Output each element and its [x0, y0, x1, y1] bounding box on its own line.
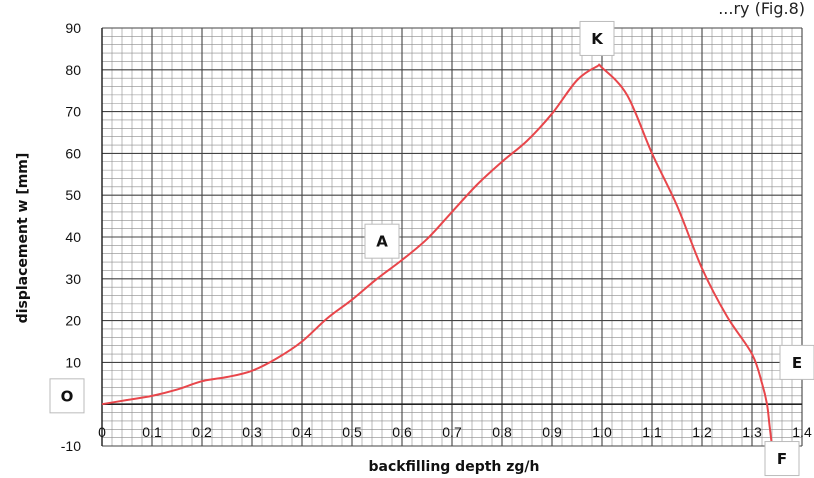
y-tick-label: 50	[65, 187, 81, 203]
y-tick-label: 20	[65, 313, 81, 329]
y-tick-label: 90	[65, 20, 81, 36]
x-tick-label: 1.2	[692, 424, 712, 440]
y-tick-label: 80	[65, 62, 81, 78]
x-tick-labels: 0 0.1 0.2 0.3 0.4 0.5 0.6 0.7 0.8 0.9 1.0 1.1 1.2 1.3…	[98, 424, 812, 440]
x-tick-label: 0.7	[442, 424, 462, 440]
y-tick-label: 60	[65, 145, 81, 161]
x-tick-label: 1.0	[592, 424, 612, 440]
y-tick-label: 40	[65, 229, 81, 245]
y-tick-label: 30	[65, 271, 81, 287]
x-tick-label: 0.5	[342, 424, 362, 440]
x-tick-label: 0.6	[392, 424, 412, 440]
point-labels: O A K E F	[49, 20, 814, 477]
x-tick-label: 1.3	[742, 424, 762, 440]
series-layer	[101, 63, 773, 447]
x-tick-label: 0.1	[142, 424, 162, 440]
x-tick-label: 0.4	[292, 424, 312, 440]
point-label-box	[764, 441, 800, 477]
displacement-series-line	[101, 63, 773, 447]
point-label: A	[376, 233, 388, 251]
point-label-box	[779, 344, 814, 380]
point-label-box	[579, 20, 615, 56]
point-label: K	[591, 30, 604, 48]
header-fragment: ...ry (Fig.8)	[718, 0, 805, 18]
x-tick-label: 0.8	[492, 424, 512, 440]
y-tick-labels: -10 10 20 30 40 50 60 70 80 90	[61, 20, 81, 454]
x-tick-label: 0.3	[242, 424, 262, 440]
point-label: F	[777, 450, 787, 468]
point-label-box	[49, 378, 85, 414]
y-tick-label: -10	[61, 438, 81, 454]
y-axis-title: displacement w [mm]	[15, 153, 31, 324]
y-tick-label: 10	[65, 354, 81, 370]
x-tick-label: 0.9	[542, 424, 562, 440]
point-label-box	[364, 223, 400, 259]
point-label: O	[61, 387, 74, 405]
x-tick-label: 1.1	[642, 424, 662, 440]
axes	[101, 28, 802, 446]
point-label: E	[792, 354, 802, 372]
major-gridlines	[101, 27, 803, 447]
x-tick-label: 1.4	[792, 424, 812, 440]
x-axis-title: backfilling depth zg/h	[368, 459, 539, 475]
x-tick-label: 0.2	[192, 424, 212, 440]
x-tick-label: 0	[98, 424, 106, 440]
y-tick-label: 70	[65, 104, 81, 120]
